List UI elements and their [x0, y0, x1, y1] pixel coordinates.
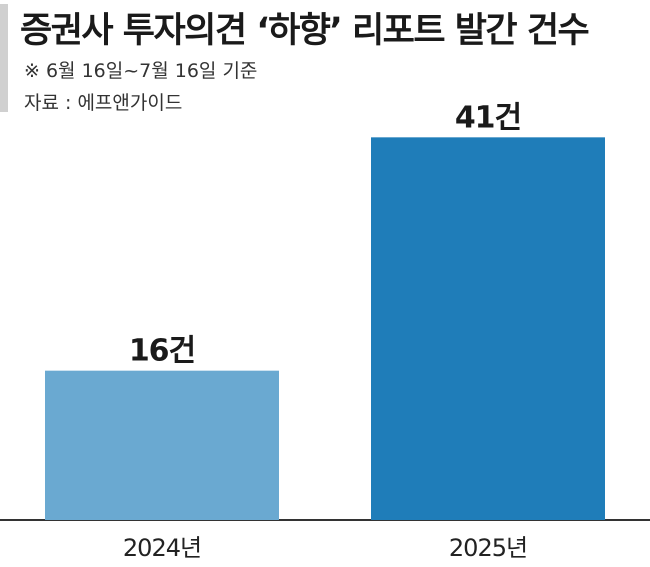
x-tick-label-2025년: 2025년 — [449, 534, 527, 562]
bar-2024년 — [45, 370, 279, 520]
value-label-2024년: 16건 — [129, 334, 195, 369]
source-note: 자료 : 에프앤가이드 — [24, 92, 183, 114]
x-tick-label-2024년: 2024년 — [123, 534, 201, 562]
date-range-note: ※ 6월 16일~7월 16일 기준 — [24, 60, 258, 82]
title-accent-bar — [0, 4, 8, 112]
value-label-2025년: 41건 — [455, 100, 521, 135]
bar-2025년 — [371, 137, 605, 521]
chart-title: 증권사 투자의견 ‘하향’ 리포트 발간 건수 — [20, 11, 590, 51]
